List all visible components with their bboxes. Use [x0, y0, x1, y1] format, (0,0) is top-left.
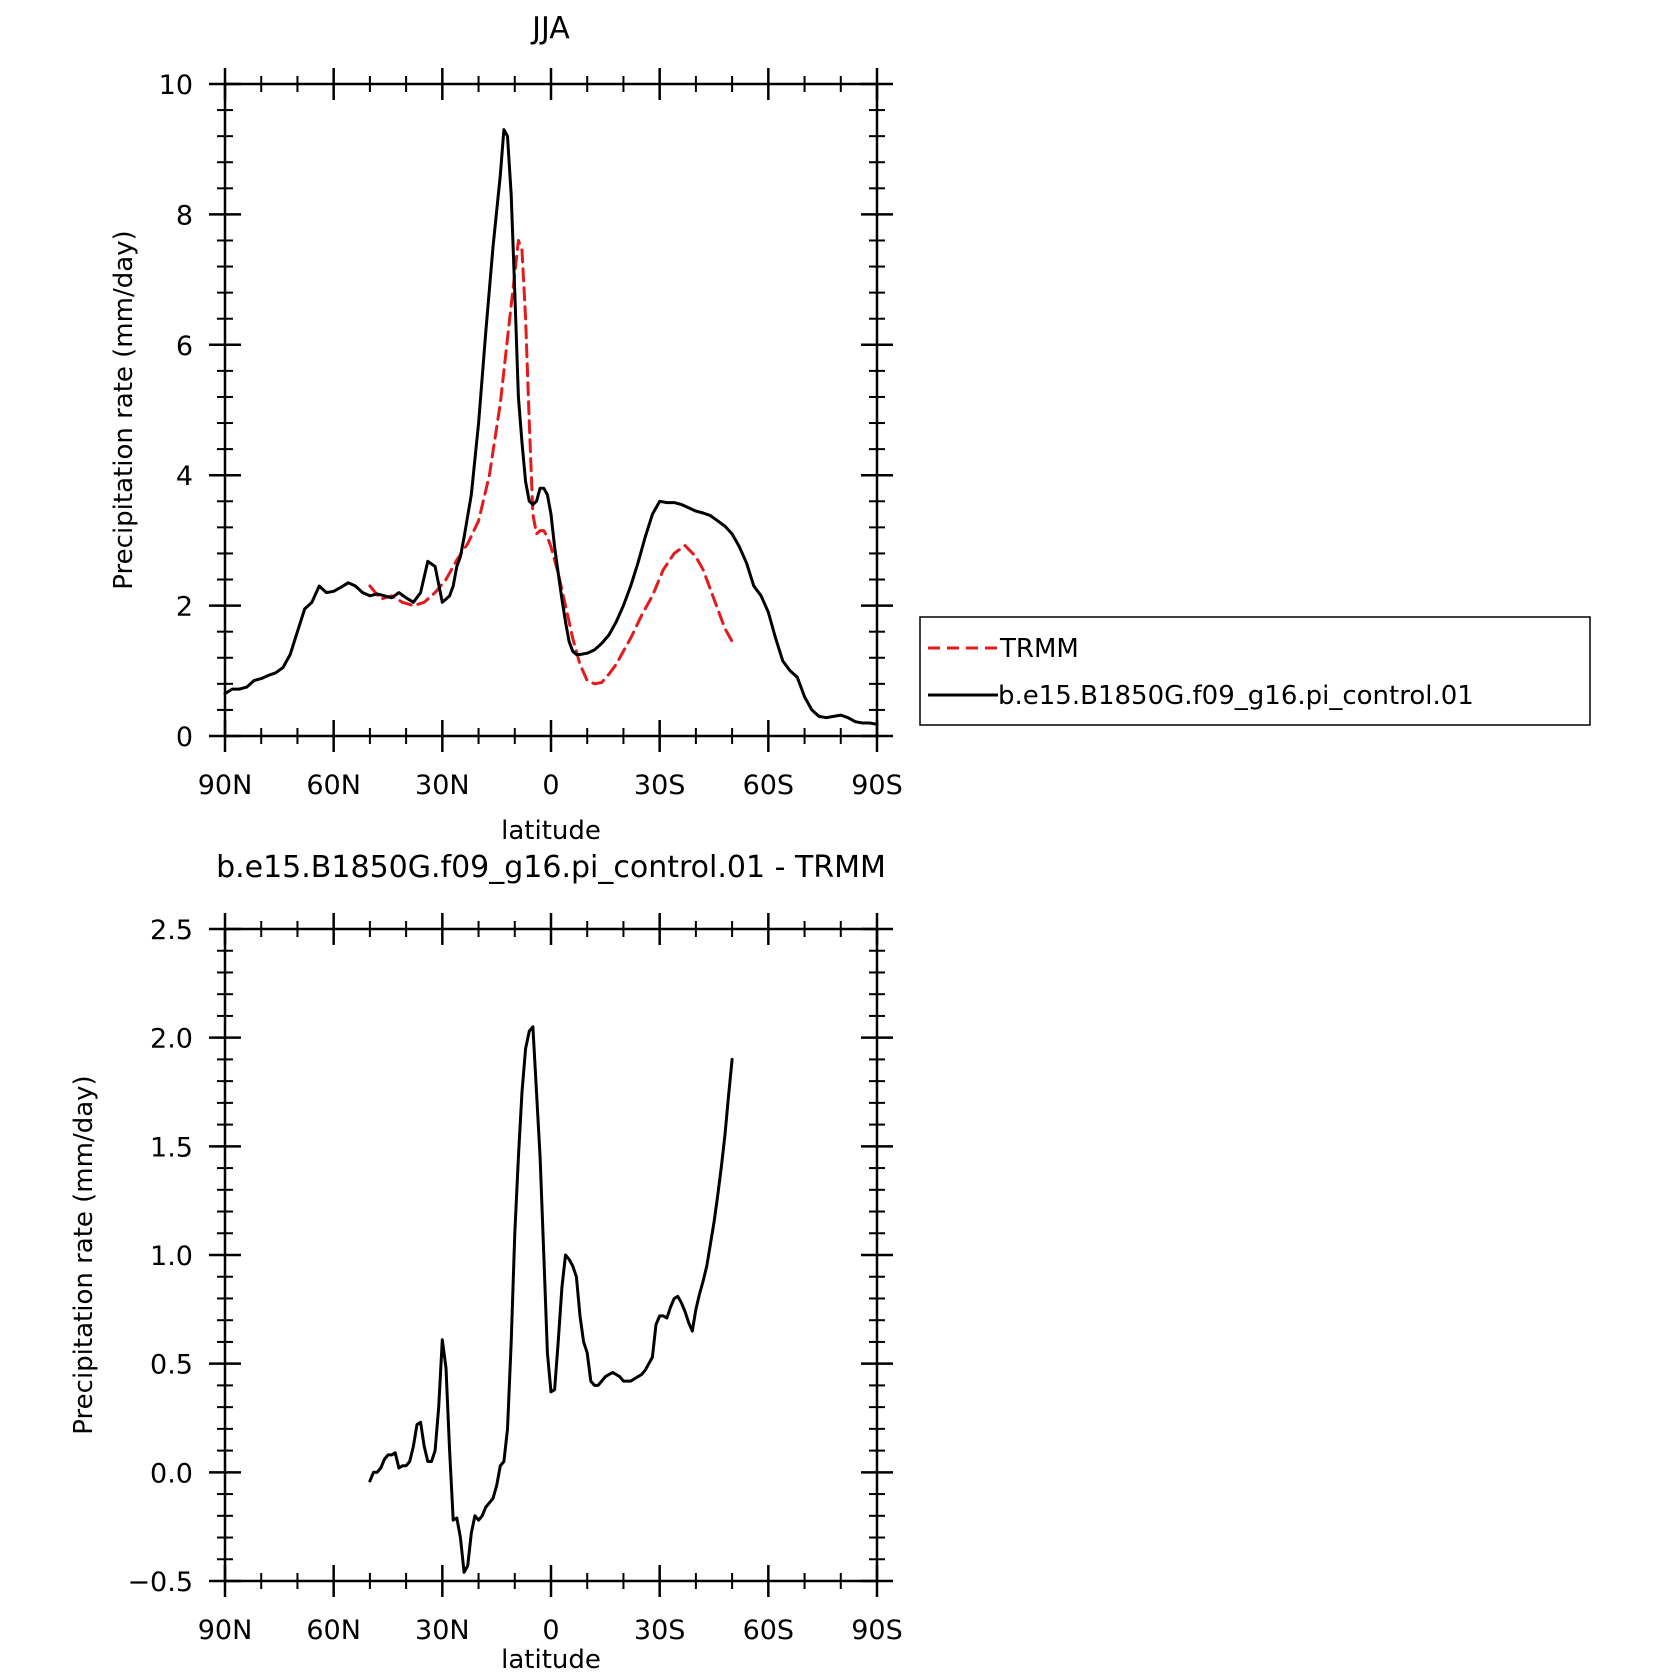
bottom-x-tick-label: 0: [542, 1615, 559, 1646]
top-x-tick-label: 30S: [634, 770, 686, 801]
bottom-title: b.e15.B1850G.f09_g16.pi_control.01 - TRM…: [216, 850, 886, 885]
top-y-tick-label: 4: [176, 461, 193, 492]
top-series-line-trmm: [368, 239, 734, 686]
bottom-series-layer: [368, 1025, 734, 1574]
top-y-axis-label: Precipitation rate (mm/day): [109, 230, 139, 589]
bottom-y-tick-labels: −0.5 0.0 0.5 1.0 1.5 2.0 2.5: [127, 915, 193, 1598]
bottom-x-tick-label: 30S: [634, 1615, 686, 1646]
bottom-ticks-layer: [209, 913, 893, 1597]
bottom-x-tick-labels: 90N 60N 30N 0 30S 60S 90S: [198, 1615, 903, 1646]
top-x-tick-label: 90S: [851, 770, 903, 801]
bottom-x-tick-label: 60S: [743, 1615, 795, 1646]
top-ticks-layer: [209, 68, 893, 752]
top-series-layer: [223, 128, 879, 726]
top-title: JJA: [530, 11, 570, 46]
bottom-y-tick-label: −0.5: [127, 1567, 193, 1598]
bottom-x-axis-label: latitude: [501, 1645, 601, 1674]
top-y-tick-label: 8: [176, 200, 193, 231]
bottom-x-tick-label: 30N: [415, 1615, 470, 1646]
legend: TRMM b.e15.B1850G.f09_g16.pi_control.01: [919, 616, 1591, 726]
bottom-y-tick-label: 1.5: [150, 1132, 193, 1163]
top-x-tick-label: 0: [542, 770, 559, 801]
bottom-y-tick-label: 2.5: [150, 915, 193, 946]
top-x-axis-label: latitude: [501, 816, 601, 846]
legend-label-model: b.e15.B1850G.f09_g16.pi_control.01: [998, 681, 1474, 711]
bottom-y-tick-label: 0.5: [150, 1350, 193, 1381]
bottom-series-line-0: [368, 1025, 734, 1574]
top-y-tick-label: 2: [176, 592, 193, 623]
top-series-line-b-e15-b1850g-f09-g16-pi-control-01: [223, 128, 879, 726]
top-y-tick-label: 0: [176, 722, 193, 753]
top-x-tick-label: 60N: [306, 770, 361, 801]
bottom-x-tick-label: 60N: [306, 1615, 361, 1646]
top-x-tick-labels: 90N 60N 30N 0 30S 60S 90S: [198, 770, 903, 801]
top-x-tick-label: 60S: [743, 770, 795, 801]
bottom-x-tick-label: 90S: [851, 1615, 903, 1646]
top-y-tick-label: 6: [176, 331, 193, 362]
bottom-plot-frame: [223, 927, 879, 1583]
top-x-tick-label: 90N: [198, 770, 253, 801]
legend-label-trmm: TRMM: [999, 634, 1079, 664]
bottom-y-tick-label: 2.0: [150, 1024, 193, 1055]
top-y-tick-labels: 0 2 4 6 8 10: [159, 70, 193, 753]
bottom-y-tick-label: 1.0: [150, 1241, 193, 1272]
top-x-tick-label: 30N: [415, 770, 470, 801]
legend-box: [919, 616, 1591, 726]
bottom-y-tick-label: 0.0: [150, 1458, 193, 1489]
bottom-y-axis-label: Precipitation rate (mm/day): [69, 1075, 99, 1434]
top-y-tick-label: 10: [159, 70, 193, 101]
bottom-x-tick-label: 90N: [198, 1615, 253, 1646]
bottom-panel: b.e15.B1850G.f09_g16.pi_control.01 - TRM…: [69, 850, 903, 1674]
top-plot-frame: [223, 82, 879, 738]
top-panel: JJA 0 2 4 6 8 10 90N 60N 30N 0 30S 60S 90S latitude…: [109, 11, 1591, 846]
